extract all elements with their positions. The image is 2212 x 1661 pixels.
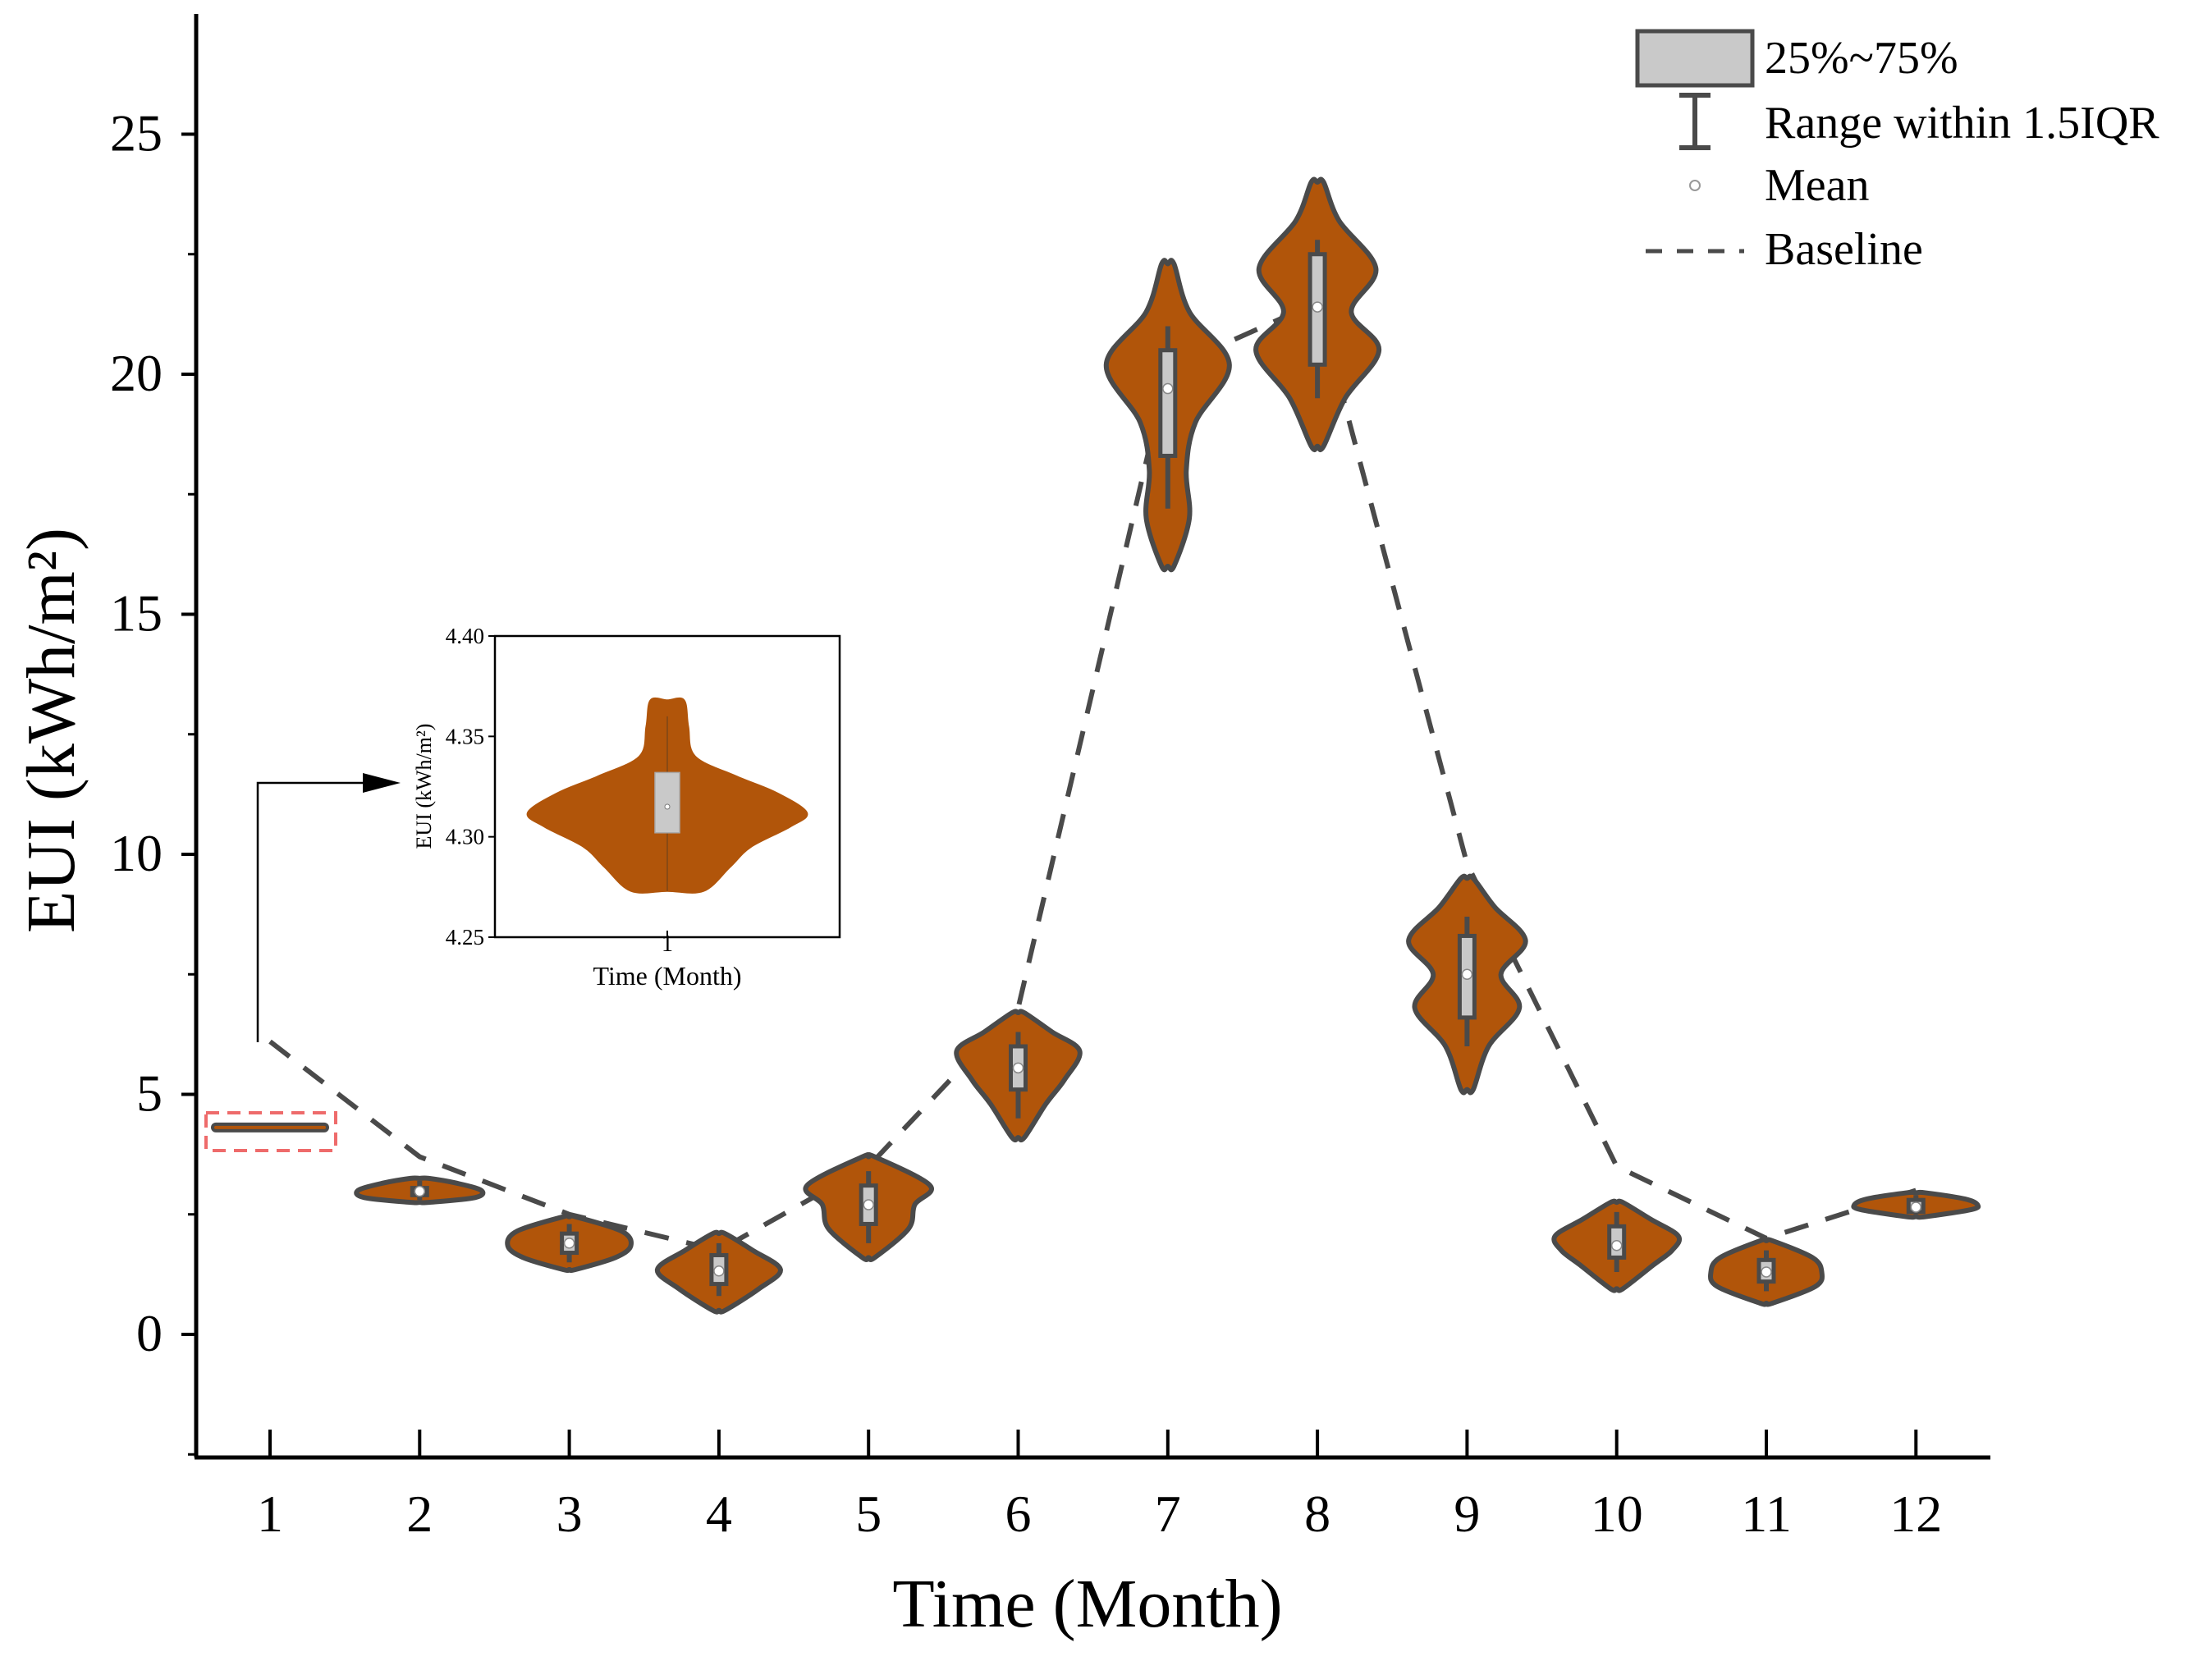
- legend-label-mean: Mean: [1765, 160, 1870, 211]
- violin-month-2: [354, 1175, 486, 1206]
- violin-body: [211, 1122, 329, 1132]
- violin-month-7: [1103, 258, 1232, 573]
- violin-mean-marker: [1162, 382, 1174, 395]
- baseline-series-line: [268, 299, 1917, 1253]
- inset-violin-iqr-box: [654, 771, 680, 834]
- x-axis-title: Time (Month): [892, 1566, 1282, 1642]
- x-tick-label: 4: [706, 1485, 732, 1543]
- violin-mean-marker: [1761, 1266, 1772, 1278]
- legend: 25%~75% Range within 1.5IQR Mean Baselin…: [1635, 29, 2159, 275]
- inset-violin-mean-marker: [664, 803, 671, 810]
- violin-iqr-box: [1158, 348, 1178, 458]
- inset-ticks: 4.25 4.30 4.35 4.40: [446, 624, 668, 949]
- x-tick-label: 2: [406, 1485, 433, 1543]
- violin-month-5: [803, 1151, 934, 1262]
- zoom-connector-line: [256, 781, 363, 1042]
- y-tick-label: 25: [110, 104, 163, 162]
- y-ticks: 0 5 10 15 20 25: [110, 104, 196, 1456]
- baseline-layer: [268, 299, 1917, 1253]
- violin-mean-marker: [713, 1265, 725, 1277]
- x-tick-label: 12: [1889, 1485, 1942, 1543]
- inset-x-tick-label: 1: [662, 931, 673, 957]
- legend-iqr-box-icon: [1635, 29, 1755, 88]
- violin-month-1: [211, 1122, 329, 1132]
- x-tick-label: 11: [1741, 1485, 1792, 1543]
- x-tick-label: 5: [855, 1485, 882, 1543]
- x-tick-label: 10: [1591, 1485, 1643, 1543]
- violin-month-4: [654, 1229, 783, 1315]
- month1-highlight-box: [204, 1111, 337, 1152]
- violin-mean-marker: [1910, 1201, 1922, 1213]
- violin-mean-marker: [563, 1238, 575, 1249]
- legend-label-iqr: 25%~75%: [1765, 33, 1958, 84]
- violin-month-11: [1707, 1237, 1825, 1307]
- y-tick-label: 5: [136, 1064, 163, 1123]
- y-tick-label: 10: [110, 824, 163, 882]
- inset-violin: [526, 697, 808, 894]
- inset-y-tick-label: 4.25: [446, 925, 484, 949]
- inset-y-axis-title: EUI (kWh/m²): [412, 724, 436, 849]
- x-tick-label: 1: [257, 1485, 283, 1543]
- x-tick-label: 6: [1005, 1485, 1032, 1543]
- violin-month-8: [1253, 176, 1382, 453]
- violin-month-9: [1406, 873, 1528, 1096]
- legend-label-baseline: Baseline: [1765, 224, 1923, 275]
- y-tick-label: 20: [110, 344, 163, 402]
- violin-mean-marker: [1012, 1062, 1024, 1074]
- violin-month-6: [954, 1009, 1083, 1143]
- inset-chart: 4.25 4.30 4.35 4.40 1 Time (Month) EUI (kWh…: [412, 624, 841, 991]
- y-tick-label: 0: [136, 1304, 163, 1362]
- x-ticks: 1 2 3 4 5 6 7 8 9 10 11 12: [257, 1430, 1942, 1543]
- violin-month-3: [505, 1213, 634, 1274]
- inset-x-axis-title: Time (Month): [593, 961, 741, 991]
- violin-month-12: [1851, 1189, 1981, 1220]
- x-tick-label: 9: [1454, 1485, 1480, 1543]
- inset-y-tick-label: 4.30: [446, 825, 484, 849]
- violin-mean-marker: [414, 1185, 426, 1197]
- y-tick-label: 15: [110, 584, 163, 643]
- violin-mean-marker: [1312, 301, 1323, 313]
- x-tick-label: 3: [556, 1485, 583, 1543]
- legend-label-range: Range within 1.5IQR: [1765, 98, 2159, 149]
- inset-y-tick-label: 4.40: [446, 624, 484, 648]
- violin-mean-marker: [1610, 1240, 1623, 1251]
- inset-y-tick-label: 4.35: [446, 724, 484, 748]
- zoom-arrow-icon: [363, 773, 401, 793]
- violins: [211, 176, 1981, 1315]
- x-tick-label: 8: [1304, 1485, 1330, 1543]
- x-tick-label: 7: [1155, 1485, 1181, 1543]
- violin-month-10: [1551, 1198, 1683, 1293]
- y-axis-title: EUI (kWh/m²): [13, 528, 89, 933]
- violin-mean-marker: [863, 1199, 874, 1210]
- violin-mean-marker: [1461, 968, 1473, 980]
- legend-mean-icon: [1689, 180, 1701, 191]
